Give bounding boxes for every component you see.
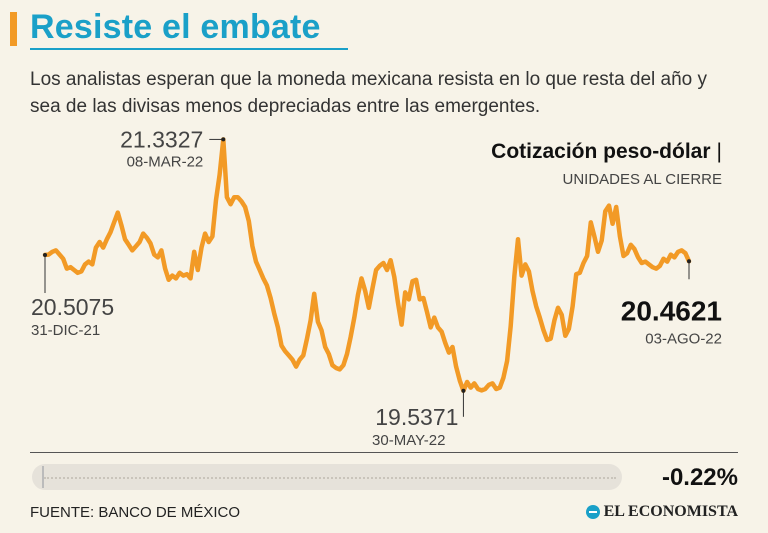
- title-underline: [30, 48, 348, 50]
- label-max-date: 08-MAR-22: [127, 153, 204, 170]
- divider: [30, 452, 738, 453]
- page-subtitle: Los analistas esperan que la moneda mexi…: [30, 69, 708, 117]
- label-last-date: 03-AGO-22: [645, 330, 722, 347]
- label-min-date: 30-MAY-22: [372, 432, 445, 449]
- source-note: FUENTE: BANCO DE MÉXICO: [30, 504, 241, 521]
- brand-name: EL ECONOMISTA: [603, 503, 738, 520]
- page-title: Resiste el embate: [30, 8, 321, 46]
- brand-logo-icon: [585, 505, 600, 519]
- chart-title-text: Cotización peso-dólar: [491, 140, 711, 163]
- label-first-value: 20.5075: [31, 294, 114, 320]
- label-first-date: 31-DIC-21: [31, 322, 100, 339]
- series-line-peso-dolar: [42, 137, 692, 394]
- point-first: [43, 252, 47, 257]
- label-min-value: 19.5371: [375, 404, 458, 430]
- chart-subtitle: UNIDADES AL CIERRE: [562, 171, 723, 188]
- change-track-line: [44, 477, 616, 479]
- brand: EL ECONOMISTA: [585, 503, 738, 521]
- total-change: -0.22%: [661, 464, 738, 491]
- label-max-value: 21.3327: [120, 126, 203, 152]
- label-last-value: 20.4621: [621, 295, 722, 326]
- title-accent-bar: [10, 12, 17, 46]
- point-last: [687, 259, 691, 264]
- point-min: [461, 388, 466, 393]
- chart-title-separator: |: [716, 140, 722, 163]
- chart-title: Cotización peso-dólar |: [491, 140, 722, 164]
- point-max: [221, 137, 226, 142]
- change-track-start: [42, 466, 44, 488]
